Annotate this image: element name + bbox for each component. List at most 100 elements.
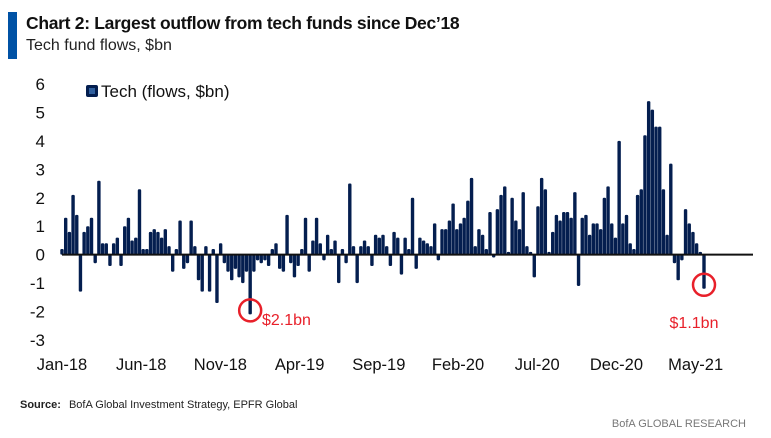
bar xyxy=(303,217,308,255)
bar xyxy=(584,214,588,255)
bar xyxy=(359,246,363,255)
bar xyxy=(602,197,607,255)
bar xyxy=(211,248,215,255)
bar xyxy=(373,234,378,255)
y-tick-label: 0 xyxy=(36,246,45,265)
bar xyxy=(370,254,374,267)
bar xyxy=(333,240,337,255)
bar xyxy=(694,243,699,255)
bar xyxy=(204,246,208,255)
bar xyxy=(687,223,691,255)
bars xyxy=(60,101,706,315)
bar xyxy=(130,240,134,255)
bar xyxy=(499,194,503,255)
bar xyxy=(503,186,507,255)
bar xyxy=(580,217,584,255)
bar xyxy=(624,214,629,255)
bar xyxy=(355,254,359,284)
annotation-label: $1.1bn xyxy=(670,315,719,332)
bar xyxy=(591,223,596,255)
bar xyxy=(510,197,514,255)
legend-swatch-inner xyxy=(89,88,95,94)
y-tick-label: 2 xyxy=(36,189,45,208)
y-tick-label: 6 xyxy=(36,75,45,94)
bar xyxy=(185,254,190,264)
x-tick-label: Jul-20 xyxy=(515,356,560,374)
bar xyxy=(532,254,536,278)
annotations: $2.1bn $1.1bn xyxy=(237,272,719,332)
bar xyxy=(248,254,252,315)
legend-label: Tech (flows, $bn) xyxy=(101,82,230,101)
bar xyxy=(480,234,485,255)
bar xyxy=(337,254,341,284)
bar xyxy=(440,229,444,255)
title-accent-bar xyxy=(8,12,17,59)
bar xyxy=(444,229,448,255)
bar xyxy=(97,180,101,255)
bar xyxy=(274,243,278,255)
bar xyxy=(551,231,555,255)
bar xyxy=(82,231,86,255)
bar xyxy=(252,254,256,272)
bar xyxy=(289,254,293,264)
bar xyxy=(665,234,669,255)
bar xyxy=(632,248,636,255)
bar xyxy=(152,229,156,255)
bar xyxy=(263,254,267,261)
bar xyxy=(477,229,481,255)
annotation-label: $2.1bn xyxy=(262,312,311,329)
bar xyxy=(418,237,422,255)
legend: Tech (flows, $bn) xyxy=(86,82,230,101)
bar xyxy=(266,254,271,267)
y-axis-ticks: 6 5 4 3 2 1 0 -1 -2 -3 xyxy=(30,75,45,350)
bar xyxy=(182,254,186,269)
bar xyxy=(447,220,452,255)
x-tick-label: Jan-18 xyxy=(37,356,87,374)
bar xyxy=(451,203,455,255)
bar xyxy=(466,200,470,255)
y-tick-label: 1 xyxy=(36,217,45,236)
bar xyxy=(86,226,90,255)
bar xyxy=(60,248,64,255)
source-note: Source: BofA Global Investment Strategy, … xyxy=(20,399,297,411)
bar xyxy=(469,177,474,255)
bar xyxy=(643,135,647,255)
bar xyxy=(436,254,441,261)
bar xyxy=(558,220,562,255)
bar xyxy=(617,140,621,255)
bar xyxy=(517,229,522,255)
bar xyxy=(108,254,112,267)
x-tick-label: Nov-18 xyxy=(194,356,247,374)
bar xyxy=(137,189,142,255)
bar xyxy=(230,254,234,281)
bar xyxy=(554,214,559,255)
bar xyxy=(111,243,116,255)
bar xyxy=(654,126,658,255)
bar xyxy=(141,248,145,255)
bar xyxy=(255,254,260,261)
bar xyxy=(569,217,573,255)
bar xyxy=(488,212,492,255)
annotation-circle xyxy=(237,298,263,323)
bar xyxy=(318,243,322,255)
bar xyxy=(429,246,433,255)
bar xyxy=(432,223,437,255)
bar xyxy=(425,243,429,255)
bar xyxy=(325,234,330,255)
bar xyxy=(314,217,319,255)
bar xyxy=(661,189,666,255)
bar xyxy=(628,243,632,255)
bar xyxy=(381,234,385,255)
bar xyxy=(377,237,382,255)
y-tick-label: 3 xyxy=(36,160,45,179)
bar xyxy=(259,254,263,264)
bar xyxy=(676,254,680,281)
y-tick-label: 4 xyxy=(36,132,45,151)
bar xyxy=(156,231,160,255)
bar xyxy=(123,226,127,255)
bar xyxy=(396,237,400,255)
bar xyxy=(207,254,212,292)
bar xyxy=(218,243,223,255)
bar xyxy=(148,231,153,255)
bar xyxy=(514,220,518,255)
